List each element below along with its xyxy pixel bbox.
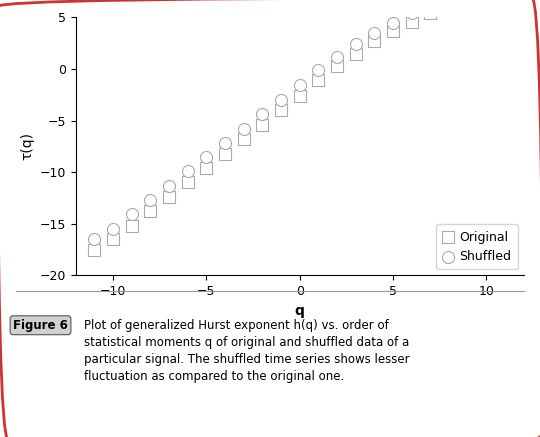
Shuffled bbox=[333, 53, 341, 60]
Original bbox=[109, 236, 117, 243]
Shuffled bbox=[276, 97, 285, 104]
Shuffled bbox=[90, 236, 99, 243]
Shuffled bbox=[146, 197, 154, 204]
X-axis label: q: q bbox=[295, 304, 305, 318]
Original bbox=[463, 0, 472, 3]
Original bbox=[295, 92, 304, 99]
Y-axis label: τ(q): τ(q) bbox=[20, 132, 34, 160]
Shuffled bbox=[408, 10, 416, 17]
Shuffled bbox=[445, 0, 454, 3]
Shuffled bbox=[239, 125, 248, 132]
Shuffled bbox=[426, 3, 435, 10]
Original bbox=[445, 3, 454, 10]
Legend: Original, Shuffled: Original, Shuffled bbox=[436, 224, 517, 269]
Shuffled bbox=[370, 29, 379, 36]
Original bbox=[370, 38, 379, 45]
Text: Plot of generalized Hurst exponent h(q) vs. order of
statistical moments q of or: Plot of generalized Hurst exponent h(q) … bbox=[84, 319, 409, 383]
Original bbox=[165, 194, 173, 201]
Original bbox=[258, 121, 267, 128]
Original bbox=[202, 165, 211, 172]
Shuffled bbox=[258, 111, 267, 118]
Original bbox=[389, 28, 397, 35]
Original bbox=[333, 62, 341, 69]
Original bbox=[314, 77, 323, 84]
Original bbox=[276, 107, 285, 114]
Original bbox=[239, 135, 248, 142]
Shuffled bbox=[184, 168, 192, 175]
Shuffled bbox=[352, 41, 360, 48]
Shuffled bbox=[295, 81, 304, 88]
Original bbox=[146, 208, 154, 215]
Shuffled bbox=[202, 153, 211, 160]
Original bbox=[127, 222, 136, 229]
Original bbox=[352, 50, 360, 57]
Shuffled bbox=[221, 140, 230, 147]
Original bbox=[221, 150, 230, 157]
Text: Figure 6: Figure 6 bbox=[13, 319, 68, 332]
Shuffled bbox=[165, 182, 173, 189]
Shuffled bbox=[127, 211, 136, 218]
Original bbox=[184, 179, 192, 186]
Shuffled bbox=[109, 225, 117, 232]
Original bbox=[426, 10, 435, 17]
Shuffled bbox=[389, 19, 397, 26]
Original bbox=[408, 18, 416, 25]
Shuffled bbox=[314, 66, 323, 73]
Original bbox=[90, 246, 99, 253]
